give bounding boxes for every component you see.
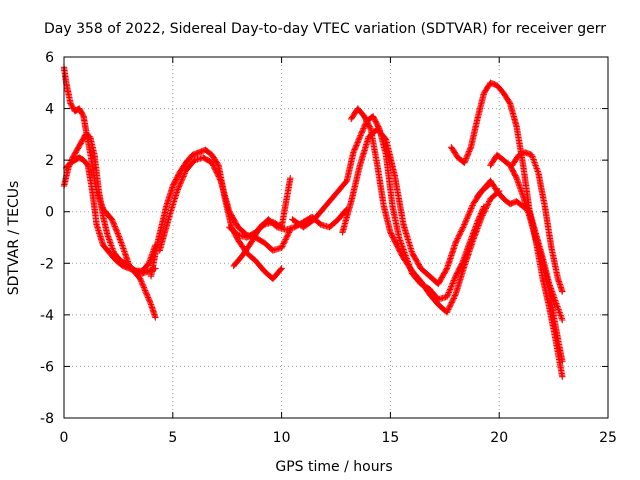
y-tick-label: -2 xyxy=(40,256,54,272)
series-points xyxy=(509,149,566,295)
y-tick-labels: -8 -6 -4 -2 0 2 4 6 xyxy=(40,50,54,427)
x-tick-label: 10 xyxy=(273,430,291,446)
x-tick-label: 25 xyxy=(599,430,617,446)
series-track-3 xyxy=(63,154,159,275)
x-tick-label: 15 xyxy=(381,430,399,446)
plot-frame xyxy=(63,56,609,419)
axis-ticks xyxy=(63,56,609,419)
y-axis-title: SDTVAR / TECUs xyxy=(6,181,22,296)
y-tick-label: 0 xyxy=(45,205,54,221)
data-series xyxy=(60,64,566,380)
series-track-12 xyxy=(474,177,566,324)
y-tick-label: -8 xyxy=(40,411,54,427)
series-points xyxy=(474,177,566,324)
series-points xyxy=(339,126,494,288)
series-points xyxy=(487,151,566,365)
series-track-5 xyxy=(156,154,294,254)
y-tick-label: 2 xyxy=(45,153,54,169)
series-points xyxy=(226,175,294,241)
grid xyxy=(64,57,608,418)
x-tick-label: 5 xyxy=(168,430,177,446)
y-tick-label: -4 xyxy=(40,308,54,324)
x-tick-label: 0 xyxy=(60,430,69,446)
series-points xyxy=(60,64,159,321)
series-track-1 xyxy=(60,64,159,321)
series-points xyxy=(348,105,503,316)
series-track-7 xyxy=(226,175,294,241)
y-tick-label: 6 xyxy=(45,50,54,66)
series-track-14 xyxy=(509,149,566,295)
x-tick-labels: 0 5 10 15 20 25 xyxy=(60,430,617,446)
x-axis-title: GPS time / hours xyxy=(275,459,392,475)
series-track-13 xyxy=(487,151,566,365)
chart-title: Day 358 of 2022, Sidereal Day-to-day VTE… xyxy=(44,21,606,37)
y-tick-label: -6 xyxy=(40,359,54,375)
series-track-10 xyxy=(348,105,503,316)
series-track-9 xyxy=(339,126,494,288)
y-tick-label: 4 xyxy=(45,102,54,118)
series-points xyxy=(156,154,294,254)
series-points xyxy=(63,154,159,275)
x-tick-label: 20 xyxy=(490,430,508,446)
